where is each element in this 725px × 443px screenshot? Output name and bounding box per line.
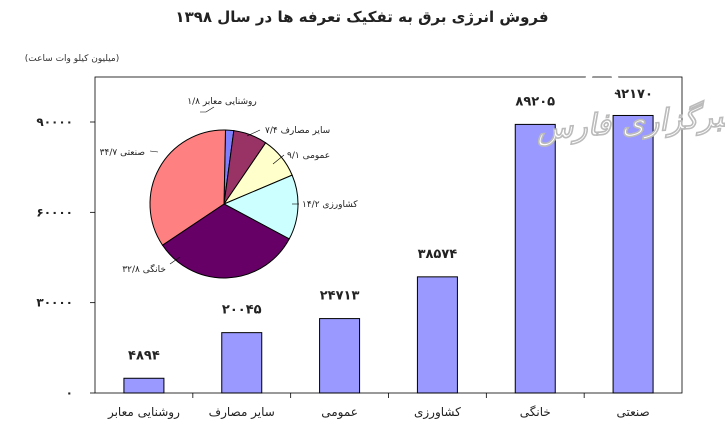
bar-value-label: ۳۸۵۷۴ [418,247,458,262]
y-axis-unit-label: (میلیون کیلو وات ساعت) [25,54,120,64]
pie-chart: روشنایی معابر ۱/۸ سایر مصارف ۷/۴ عمومی ۹/۱… [100,97,358,279]
watermark-logo-dot [606,61,616,71]
bar [416,276,458,394]
pie-slice [161,203,290,279]
pie-leader-line [272,154,285,165]
bar-value-label: ۲۰۰۴۵ [222,303,262,318]
bar [123,377,165,394]
pie-slice-label: سایر مصارف ۷/۴ [265,126,330,136]
watermark-logo-ring [585,65,619,99]
y-tick-label: ۰ [66,386,73,400]
pie-slice [222,174,299,240]
x-category-label: صنعتی [616,405,649,419]
y-tick-label: ۹۰۰۰۰ [36,115,73,129]
y-tick-label: ۳۰۰۰۰ [36,296,73,310]
pie-leader-line [169,256,181,265]
bar-series: ۰ ۳۰۰۰۰ ۶۰۰۰۰ ۹۰۰۰۰ روشنایی معابر ۴۸۹۴ سایر مص… [36,87,654,420]
y-tick-label: ۶۰۰۰۰ [36,205,73,219]
bar-value-label: ۸۹۲۰۵ [515,94,555,109]
watermark-logo-text: خبرگزاری فارس [534,97,725,147]
pie-leader-line [200,106,215,113]
pie-slice-label: صنعتی ۳۴/۷ [100,148,145,158]
pie-leader-line [149,150,159,153]
x-category-label: کشاورزی [414,405,461,420]
x-category-label: خانگی [520,405,551,419]
pie-slice-label: کشاورزی ۱۴/۲ [302,200,358,210]
pie-slice-label: خانگی ۳۲/۸ [122,263,166,275]
watermark: خبرگزاری فارس [534,61,725,148]
pie-slice [149,129,226,246]
pie-slice-label: عمومی ۹/۱ [287,151,330,161]
x-category-label: عمومی [321,405,358,420]
chart-title: فروش انرژی برق به تفکیک تعرفه ها در سال … [175,8,548,26]
bar-value-label: ۲۴۷۱۳ [320,289,360,304]
bar [221,332,263,394]
pie-slice-label: روشنایی معابر ۱/۸ [187,97,257,107]
bar [612,114,654,394]
bar-value-label: ۴۸۹۴ [128,348,160,363]
x-category-label: سایر مصارف [209,405,275,420]
bar-value-label: ۹۲۱۷۰ [613,87,653,102]
x-category-label: روشنایی معابر [107,405,180,420]
pie-leader-line [246,129,261,137]
bar [514,123,556,394]
bar [319,318,361,394]
